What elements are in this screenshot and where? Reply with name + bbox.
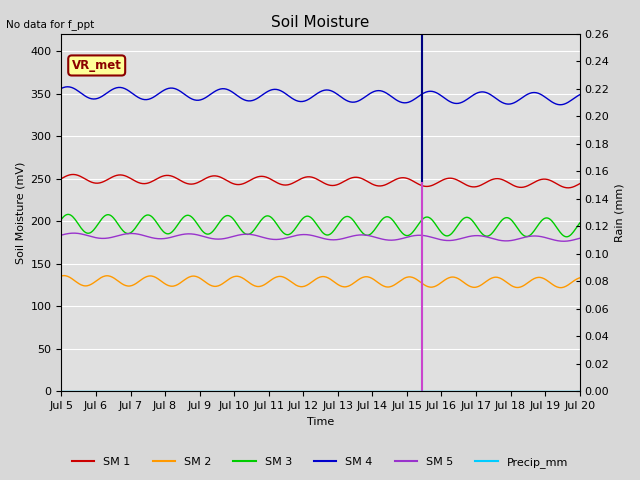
SM 5: [483, 234, 491, 240]
SM 1: [564, 185, 572, 191]
X-axis label: Time: Time: [307, 417, 334, 427]
Precip_mm: [58, 388, 65, 394]
Precip_mm: [338, 388, 346, 394]
SM 2: [576, 275, 584, 281]
SM 2: [339, 284, 347, 289]
SM 3: [308, 216, 316, 221]
Line: SM 4: SM 4: [61, 87, 580, 105]
SM 1: [367, 180, 375, 186]
SM 2: [308, 279, 316, 285]
SM 4: [566, 99, 573, 105]
SM 2: [566, 281, 573, 287]
SM 3: [367, 231, 375, 237]
Precip_mm: [307, 388, 314, 394]
SM 1: [308, 174, 316, 180]
SM 5: [367, 233, 375, 239]
SM 4: [64, 84, 72, 90]
SM 3: [339, 216, 347, 221]
SM 1: [305, 174, 312, 180]
SM 1: [566, 185, 573, 191]
SM 1: [58, 176, 65, 181]
SM 4: [339, 96, 347, 101]
SM 2: [483, 278, 491, 284]
SM 3: [58, 216, 65, 222]
Text: VR_met: VR_met: [72, 59, 122, 72]
SM 2: [557, 285, 565, 290]
Precip_mm: [366, 388, 374, 394]
SM 5: [305, 232, 312, 238]
Y-axis label: Rain (mm): Rain (mm): [615, 183, 625, 242]
SM 1: [576, 181, 584, 187]
SM 1: [69, 171, 77, 177]
SM 5: [308, 232, 316, 238]
SM 5: [339, 236, 347, 241]
SM 5: [566, 238, 573, 244]
SM 3: [65, 212, 72, 217]
Line: SM 3: SM 3: [61, 215, 580, 237]
SM 4: [556, 102, 564, 108]
SM 3: [563, 234, 570, 240]
SM 1: [339, 179, 347, 185]
Legend: SM 1, SM 2, SM 3, SM 4, SM 5, Precip_mm: SM 1, SM 2, SM 3, SM 4, SM 5, Precip_mm: [68, 452, 572, 472]
SM 4: [367, 90, 375, 96]
SM 2: [58, 273, 65, 279]
SM 5: [576, 235, 584, 241]
SM 2: [60, 273, 67, 278]
SM 4: [483, 90, 491, 96]
SM 2: [367, 275, 375, 281]
SM 3: [305, 214, 312, 219]
Y-axis label: Soil Moisture (mV): Soil Moisture (mV): [15, 161, 25, 264]
Precip_mm: [304, 388, 312, 394]
Title: Soil Moisture: Soil Moisture: [271, 15, 370, 30]
SM 4: [305, 96, 312, 102]
SM 4: [576, 92, 584, 97]
SM 3: [483, 233, 491, 239]
Precip_mm: [563, 388, 571, 394]
Line: SM 1: SM 1: [61, 174, 580, 188]
SM 3: [576, 220, 584, 226]
Line: SM 2: SM 2: [61, 276, 580, 288]
Precip_mm: [576, 388, 584, 394]
SM 4: [58, 85, 65, 91]
SM 1: [483, 179, 491, 185]
SM 5: [58, 232, 65, 238]
Precip_mm: [483, 388, 490, 394]
SM 5: [560, 239, 568, 244]
SM 4: [308, 95, 316, 100]
Text: No data for f_ppt: No data for f_ppt: [6, 19, 95, 30]
SM 2: [305, 281, 312, 287]
SM 5: [70, 230, 77, 236]
SM 3: [566, 233, 573, 239]
Line: SM 5: SM 5: [61, 233, 580, 241]
